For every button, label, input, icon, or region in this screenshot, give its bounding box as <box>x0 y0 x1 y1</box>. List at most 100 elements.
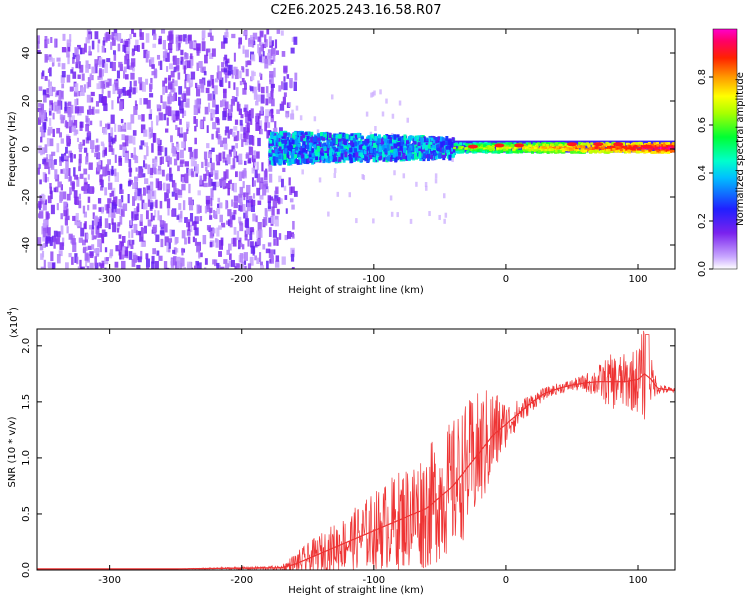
heatmap-cell <box>191 221 195 226</box>
heatmap-cell <box>258 229 263 238</box>
heatmap-cell <box>149 173 153 179</box>
heatmap-cell <box>638 141 642 145</box>
heatmap-cell <box>606 151 610 154</box>
heatmap-cell <box>166 105 171 110</box>
heatmap-cell <box>366 157 370 163</box>
heatmap-cell <box>246 192 249 200</box>
heatmap-cell <box>627 149 631 152</box>
heatmap-cell <box>224 101 229 109</box>
heatmap-cell <box>167 96 170 102</box>
heatmap-cell <box>474 150 478 154</box>
x-tick-label: 0 <box>503 575 509 586</box>
heatmap-cell <box>550 150 554 154</box>
heatmap-cell <box>611 143 615 146</box>
heatmap-cell <box>297 150 301 155</box>
heatmap-cell <box>288 177 291 186</box>
heatmap-cell <box>88 105 92 115</box>
heatmap-cell <box>598 150 602 154</box>
heatmap-cell <box>231 183 234 191</box>
heatmap-cell <box>671 142 675 145</box>
y-tick-label: 0.0 <box>21 562 32 578</box>
heatmap-cell <box>145 53 149 63</box>
heatmap-cell <box>489 148 493 151</box>
heatmap-cell <box>605 144 609 147</box>
heatmap-cell <box>415 138 419 144</box>
heatmap-cell <box>569 148 573 151</box>
heatmap-cell <box>267 201 271 209</box>
heatmap-cell <box>212 99 216 108</box>
heatmap-cell <box>331 148 335 154</box>
heatmap-cell <box>608 143 612 146</box>
heatmap-cell <box>302 148 306 153</box>
heatmap-cell <box>117 88 122 95</box>
heatmap-cell <box>67 54 70 65</box>
heatmap-cell <box>492 142 496 146</box>
heatmap-cell <box>42 110 47 119</box>
heatmap-cell <box>434 137 438 141</box>
heatmap-cell <box>256 257 260 264</box>
heatmap-cell <box>212 91 216 101</box>
heatmap-cell <box>224 75 228 83</box>
heatmap-cell <box>573 147 577 150</box>
heatmap-cell <box>310 131 314 136</box>
heatmap-cell <box>85 124 90 132</box>
heatmap-cell <box>260 106 263 115</box>
heatmap-cell <box>79 121 84 128</box>
heatmap-cell <box>427 144 431 149</box>
heatmap-cell <box>330 141 334 147</box>
heatmap-cell <box>533 148 537 152</box>
heatmap-cell <box>74 99 77 106</box>
heatmap-cell <box>104 48 107 53</box>
heatmap-cell <box>559 150 563 153</box>
heatmap-cell <box>134 214 139 221</box>
heatmap-cell <box>503 144 507 147</box>
heatmap-cell <box>247 263 252 269</box>
heatmap-cell <box>402 147 406 153</box>
heatmap-cell <box>340 153 344 160</box>
heatmap-cell <box>183 110 187 117</box>
heatmap-cell <box>370 151 374 158</box>
heatmap-cell <box>278 141 282 148</box>
heatmap-cell <box>558 142 562 145</box>
heatmap-cell <box>228 243 232 251</box>
heatmap-cell <box>159 180 162 188</box>
heatmap-cell <box>63 201 68 212</box>
heatmap-cell <box>179 108 184 114</box>
heatmap-cell <box>441 148 445 154</box>
snr-series-line <box>37 373 675 570</box>
heatmap-cell <box>287 231 292 239</box>
heatmap-cell <box>221 177 224 184</box>
heatmap-cell <box>212 181 217 191</box>
heatmap-cell <box>119 189 124 194</box>
heatmap-cell <box>257 137 261 147</box>
heatmap-cell <box>92 204 97 210</box>
heatmap-cell <box>73 167 76 177</box>
heatmap-cell <box>52 57 55 67</box>
heatmap-cell <box>132 136 136 145</box>
heatmap-cell <box>590 142 594 145</box>
heatmap-cell <box>286 132 290 136</box>
heatmap-cell <box>164 77 167 84</box>
heatmap-cell <box>143 129 148 137</box>
heatmap-cell <box>486 149 490 153</box>
heatmap-cell <box>211 147 215 152</box>
heatmap-cell <box>382 144 386 150</box>
heatmap-cell <box>115 83 119 91</box>
heatmap-cell <box>114 204 117 213</box>
heatmap-cell <box>241 204 246 212</box>
heatmap-cell <box>207 102 211 113</box>
heatmap-cell <box>448 154 452 161</box>
heatmap-cell <box>312 136 316 142</box>
heatmap-cell <box>51 151 56 156</box>
heatmap-cell <box>77 44 81 50</box>
heatmap-cell <box>175 143 180 151</box>
heatmap-cell <box>213 85 218 95</box>
heatmap-cell <box>374 152 378 157</box>
heatmap-cell <box>232 214 236 220</box>
heatmap-cell <box>76 221 80 227</box>
heatmap-cell <box>89 97 94 103</box>
heatmap-cell <box>83 268 88 269</box>
heatmap-cell <box>322 137 326 141</box>
heatmap-cell <box>328 147 332 152</box>
heatmap-cell <box>491 148 495 151</box>
